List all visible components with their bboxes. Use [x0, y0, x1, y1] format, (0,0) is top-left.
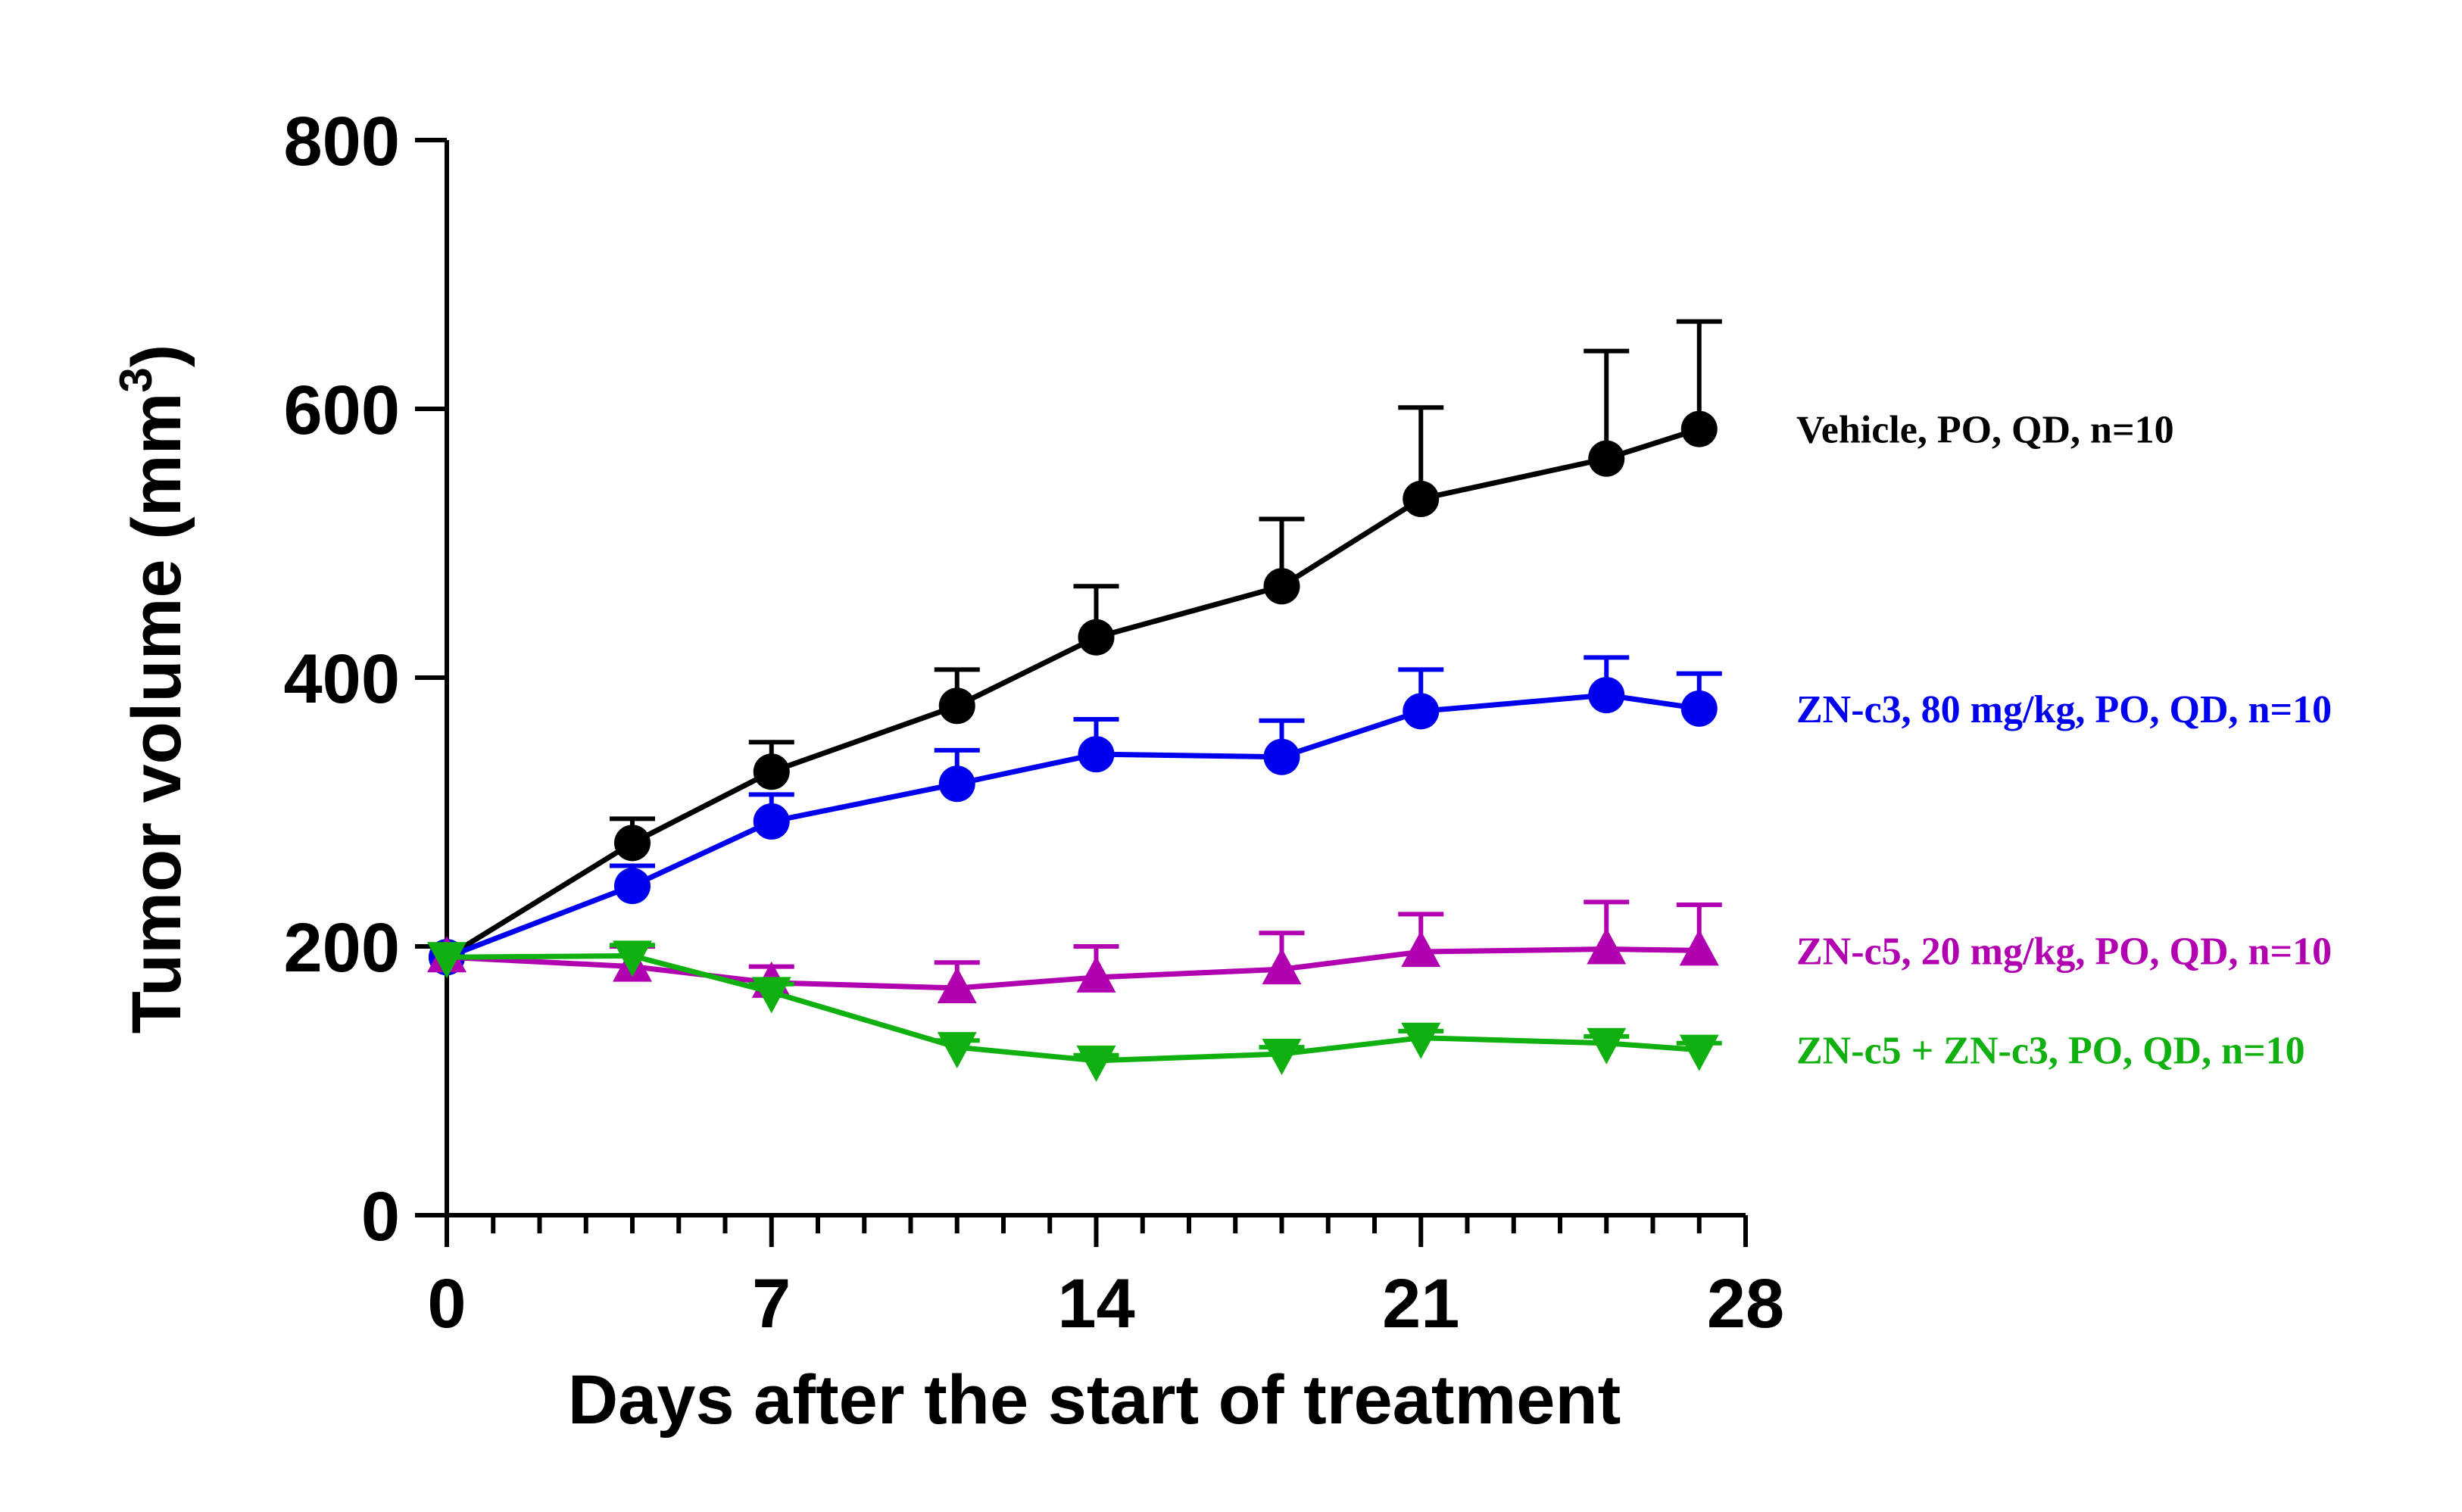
data-point [1078, 736, 1115, 773]
data-point [614, 825, 651, 862]
data-point [1401, 931, 1441, 968]
data-point [1588, 677, 1625, 714]
x-axis-title: Days after the start of treatment [568, 1361, 1621, 1439]
data-point [1263, 738, 1300, 775]
data-point [1587, 927, 1627, 965]
x-tick-label: 14 [1057, 1265, 1134, 1342]
y-tick-label: 200 [284, 909, 401, 987]
x-tick-label: 21 [1382, 1265, 1459, 1342]
y-tick-label: 600 [284, 372, 401, 449]
data-point [1680, 690, 1718, 727]
data-point [1588, 440, 1625, 477]
legend-label-series-4: ZN-c5 + ZN-c3, PO, QD, n=10 [1796, 1030, 2305, 1073]
data-point [753, 803, 790, 840]
data-point [1076, 956, 1116, 993]
y-axis-title-superscript: 3 [111, 367, 161, 392]
data-point [938, 765, 975, 803]
data-point [937, 967, 977, 1004]
legend-label-series-1: Vehicle, PO, QD, n=10 [1796, 409, 2174, 452]
data-point [427, 942, 467, 979]
series-2 [429, 655, 1722, 976]
y-axis-title-close: ) [118, 344, 195, 368]
x-tick-label: 7 [752, 1265, 791, 1342]
y-axis-title-main: Tumor volume (mm [118, 393, 195, 1034]
data-point [1262, 1039, 1302, 1075]
data-point [1403, 693, 1440, 730]
data-point [1263, 568, 1300, 605]
legend-label-series-2: ZN-c3, 80 mg/kg, PO, QD, n=10 [1796, 688, 2332, 731]
data-point [1076, 1045, 1116, 1082]
data-point [937, 1032, 977, 1069]
y-tick-label: 800 [284, 103, 401, 180]
data-point [1587, 1027, 1627, 1065]
plot-area [427, 319, 1722, 1082]
data-point [751, 977, 791, 1014]
data-point [753, 753, 790, 790]
series-4 [427, 940, 1722, 1082]
axes: 0 200 400 600 800 0 7 14 21 28 [284, 103, 1785, 1342]
series-1 [429, 319, 1722, 976]
series-3 [427, 899, 1722, 1004]
x-tick-label: 28 [1707, 1265, 1784, 1342]
data-point [938, 687, 975, 725]
legend: Vehicle, PO, QD, n=10 ZN-c3, 80 mg/kg, PO… [1796, 409, 2332, 1073]
legend-label-series-3: ZN-c5, 20 mg/kg, PO, QD, n=10 [1796, 930, 2332, 973]
data-point [614, 868, 651, 905]
data-point [1078, 619, 1115, 656]
data-point [1680, 410, 1718, 447]
data-point [1403, 480, 1440, 517]
y-tick-label: 400 [284, 641, 401, 718]
y-axis-title: Tumor volume (mm3) [111, 344, 195, 1034]
y-tick-label: 0 [361, 1178, 400, 1255]
data-point [1401, 1022, 1441, 1059]
data-point [1679, 1034, 1719, 1071]
x-tick-label: 0 [427, 1265, 466, 1342]
data-point [1679, 929, 1719, 966]
data-point [1262, 948, 1302, 985]
data-point [613, 940, 652, 977]
